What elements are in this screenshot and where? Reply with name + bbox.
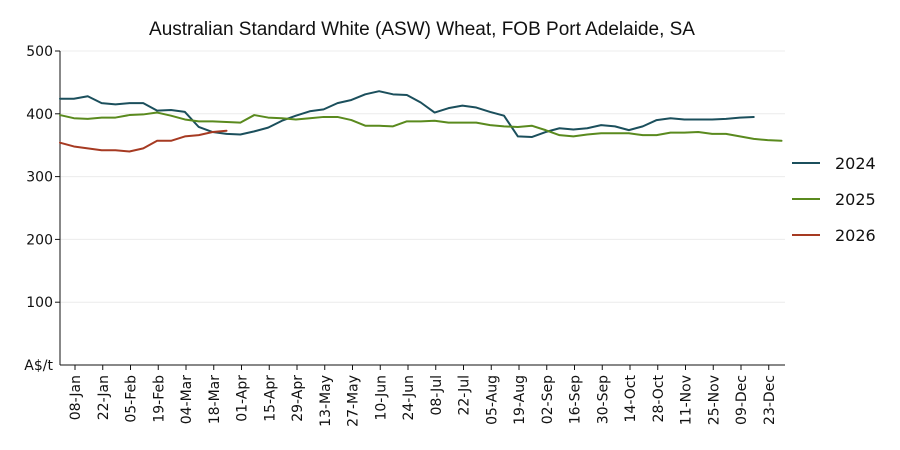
x-tick-label: 09-Dec [734,375,750,425]
x-tick-label: 28-Oct [651,374,667,422]
x-tick-label: 30-Sep [595,375,611,424]
y-tick-label: 100 [26,295,53,311]
axes: 100 200 300 400 500 A$/t 08-Jan 22-Jan 05-Feb 19-… [24,44,785,427]
x-tick-label: 29-Apr [290,375,306,422]
y-tick-label: 400 [26,107,53,123]
x-tick-label: 13-May [318,375,334,427]
x-tick-label: 14-Oct [623,374,639,422]
x-tick-label: 05-Feb [124,375,140,423]
x-tick-label: 22-Jul [457,375,473,416]
x-tick-label: 01-Apr [235,375,251,422]
x-tick-label: 02-Sep [540,375,556,424]
series-line-2025 [59,111,783,142]
x-tick-label: 08-Jan [68,375,84,420]
x-tick-label: 27-May [346,375,362,427]
legend-label-2026: 2026 [835,226,876,245]
legend-label-2024: 2024 [835,154,876,173]
legend-label-2025: 2025 [835,190,876,209]
x-tick-label: 16-Sep [568,375,584,424]
chart-title: Australian Standard White (ASW) Wheat, F… [149,19,695,40]
y-tick-label: 500 [26,44,53,60]
x-tick-label: 18-Mar [207,375,223,425]
gridlines [60,50,785,303]
x-tick-label: 25-Nov [706,375,722,425]
x-tick-label: 22-Jan [96,375,112,420]
series-line-2026 [59,129,228,153]
x-tick-label: 08-Jul [429,375,445,416]
x-tick-label: 15-Apr [262,375,278,422]
y-tick-label: 200 [26,232,53,248]
x-tick-label: 24-Jun [401,375,417,421]
y-tick-label: 300 [26,170,53,186]
x-tick-label: 19-Aug [512,375,528,425]
x-tick-label: 11-Nov [679,375,695,425]
x-tick-label: 10-Jun [373,375,389,421]
x-tick-label: 23-Dec [762,375,778,425]
series-line-2024 [59,90,755,139]
x-tick-label: 04-Mar [179,375,195,425]
series-lines [59,90,783,153]
x-tick-label: 05-Aug [484,375,500,425]
legend: 2024 2025 2026 [792,154,876,245]
x-tick-label: 19-Feb [151,375,167,423]
y-axis-label: A$/t [24,358,53,374]
